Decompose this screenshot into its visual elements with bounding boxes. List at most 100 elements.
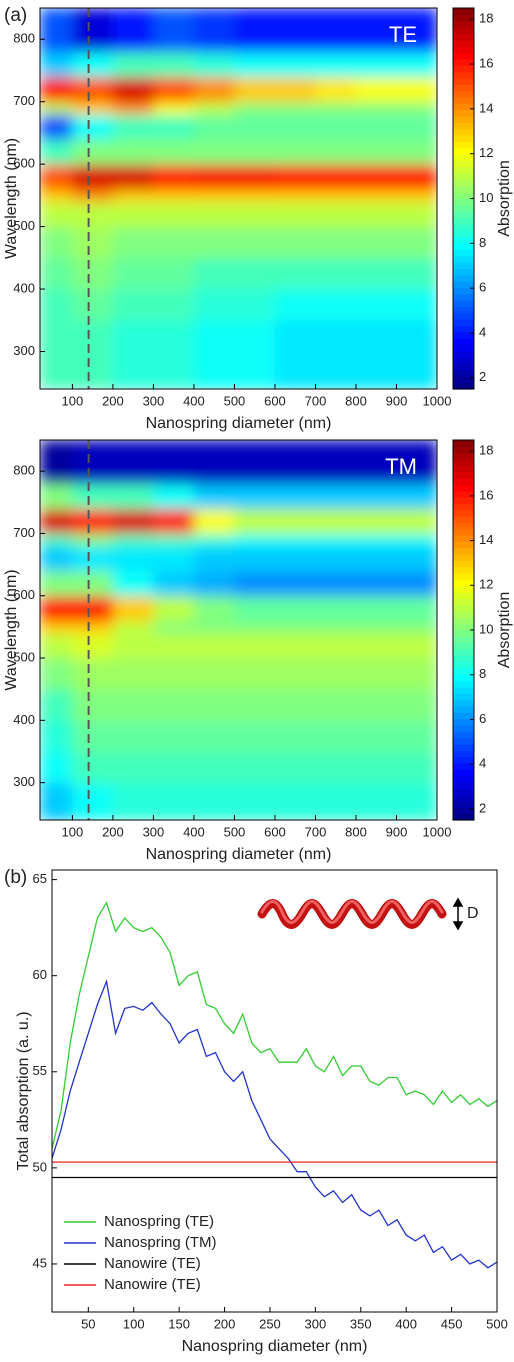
heatmap-cell [396, 320, 437, 353]
x-tick-label: 50 [81, 1316, 95, 1331]
heatmap-cell [274, 114, 316, 140]
colorbar-band [453, 592, 474, 599]
heatmap-cell [315, 533, 357, 547]
heatmap-cell [355, 189, 397, 203]
colorbar-band [453, 769, 474, 777]
heatmap-cell [396, 101, 437, 115]
heatmap-cell [40, 189, 73, 203]
heatmap-cell [193, 201, 235, 228]
plot-frame [39, 7, 438, 390]
heatmap-cell [72, 101, 114, 115]
colorbar-band [453, 160, 474, 168]
heatmap-cell [234, 351, 276, 389]
colorbar-band [453, 287, 474, 295]
heatmap-cell [153, 782, 195, 820]
heatmap-cell [315, 76, 357, 103]
heatmap-cell [72, 751, 114, 784]
heatmap-cell [396, 720, 437, 752]
colorbar-band [453, 718, 474, 726]
y-tick-label: 700 [13, 525, 35, 540]
heatmap-cell [193, 720, 235, 752]
panel-label: (a) [4, 5, 27, 26]
y-axis-label: Total absorption (a. u.) [15, 1011, 32, 1170]
heatmap-cell [396, 189, 437, 203]
colorbar-tick-label: 6 [479, 711, 486, 726]
heatmap-cell [193, 440, 235, 485]
heatmap-cell [315, 633, 357, 659]
heatmap-cell [274, 189, 316, 203]
heatmap-cell [72, 545, 114, 572]
colorbar-band [453, 807, 474, 815]
heatmap-cell [274, 508, 316, 534]
heatmap-cell [315, 226, 357, 259]
heatmap-cell [40, 139, 73, 165]
heatmap-cell [234, 139, 276, 165]
heatmap-cell [396, 533, 437, 547]
size-arrow [452, 897, 464, 931]
heatmap-cell [72, 595, 114, 622]
colorbar-band [453, 471, 474, 479]
x-tick-label: 600 [264, 393, 286, 408]
x-tick-label: 100 [62, 824, 84, 839]
x-tick-label: 200 [214, 1316, 236, 1331]
x-tick-label: 100 [62, 393, 84, 408]
heatmap-cell [315, 51, 357, 78]
heatmap-cell [315, 620, 357, 634]
heatmap-cell [396, 114, 437, 140]
heatmap-cell [153, 533, 195, 547]
heatmap-cell [193, 751, 235, 784]
heatmap-cell [193, 289, 235, 321]
heatmap-cell [234, 620, 276, 634]
heatmap-cell [315, 139, 357, 165]
y-tick-label: 800 [13, 31, 35, 46]
colorbar-band [453, 642, 474, 650]
heatmap-cell [153, 201, 195, 228]
heatmap-cell [112, 620, 154, 634]
colorbar-band [453, 763, 474, 770]
x-tick-label: 250 [259, 1316, 281, 1331]
heatmap-cell [40, 76, 73, 103]
heatmap-cell [193, 320, 235, 353]
heatmap-cell [72, 620, 114, 634]
heatmap-cell [40, 101, 73, 115]
colorbar-band [453, 128, 474, 136]
colorbar-band [453, 382, 474, 390]
colorbar-band [453, 300, 474, 308]
colorbar-tick-label: 8 [479, 235, 486, 250]
colorbar-band [453, 775, 474, 783]
heatmap-cell [355, 257, 397, 290]
heatmap-cell [72, 201, 114, 228]
heatmap-cell [396, 226, 437, 259]
colorbar-band [453, 560, 474, 568]
heatmap-cell [234, 751, 276, 784]
x-tick-label: 1000 [423, 393, 452, 408]
heatmap-cell [355, 201, 397, 228]
heatmap-cell [274, 658, 316, 690]
colorbar-tick-label: 14 [479, 100, 493, 115]
heatmap-cell [274, 320, 316, 353]
colorbar-band [453, 77, 474, 85]
heatmap-cell [274, 351, 316, 389]
heatmap-cell [274, 689, 316, 721]
heatmap-cell [112, 533, 154, 547]
heatmap-cell [40, 351, 73, 389]
colorbar-band [453, 8, 474, 15]
heatmap-cell [396, 508, 437, 534]
heatmap-cell [234, 101, 276, 115]
heatmap-cell [315, 189, 357, 203]
colorbar-band [453, 687, 474, 694]
colorbar-band [453, 490, 474, 498]
heatmap-cell [112, 720, 154, 752]
colorbar-band [453, 52, 474, 60]
heatmap-cell [112, 114, 154, 140]
heatmap-cell [40, 483, 73, 510]
heatmap-cell [72, 782, 114, 820]
heatmap-cell [112, 545, 154, 572]
heatmap-cell [112, 633, 154, 659]
heatmap-cell [40, 620, 73, 634]
colorbar-band [453, 211, 474, 219]
heatmap-cell [274, 533, 316, 547]
colorbar-band [453, 611, 474, 618]
x-tick-label: 700 [305, 824, 327, 839]
